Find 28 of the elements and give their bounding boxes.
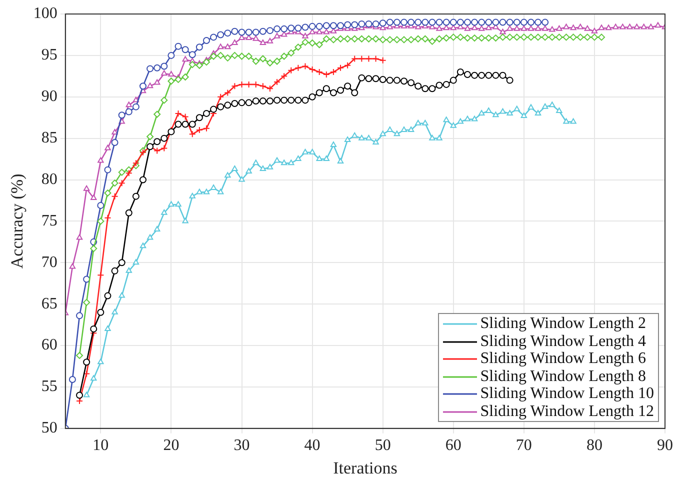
y-axis-title: Accuracy (%) [8, 174, 27, 269]
x-tick-label: 10 [92, 437, 109, 454]
x-axis-title: Iterations [333, 458, 398, 478]
x-tick-label: 80 [586, 437, 602, 454]
legend-label: Sliding Window Length 6 [480, 350, 646, 368]
y-tick-label: 100 [33, 5, 58, 22]
x-tick-label: 90 [657, 437, 673, 454]
y-tick-label: 50 [41, 420, 58, 437]
y-tick-label: 60 [41, 336, 58, 354]
legend-label: Sliding Window Length 8 [480, 368, 646, 386]
y-tick-label: 90 [41, 88, 58, 106]
y-tick-label: 80 [41, 170, 58, 188]
x-tick-label: 30 [234, 437, 250, 454]
y-tick-label: 70 [41, 254, 58, 271]
y-tick-label: 55 [41, 378, 58, 396]
legend-label: Sliding Window Length 4 [480, 332, 646, 350]
x-tick-label: 40 [304, 437, 320, 454]
legend-label: Sliding Window Length 2 [480, 315, 646, 333]
y-tick-label: 95 [41, 46, 58, 64]
legend-label: Sliding Window Length 12 [480, 402, 654, 420]
legend-label: Sliding Window Length 10 [480, 385, 654, 403]
x-tick-label: 60 [445, 437, 462, 454]
x-tick-label: 70 [516, 437, 532, 454]
y-tick-label: 65 [41, 295, 58, 312]
y-tick-label: 85 [41, 130, 58, 147]
x-tick-label: 20 [163, 437, 180, 454]
x-tick-label: 50 [374, 437, 391, 454]
y-tick-label: 75 [41, 212, 58, 230]
